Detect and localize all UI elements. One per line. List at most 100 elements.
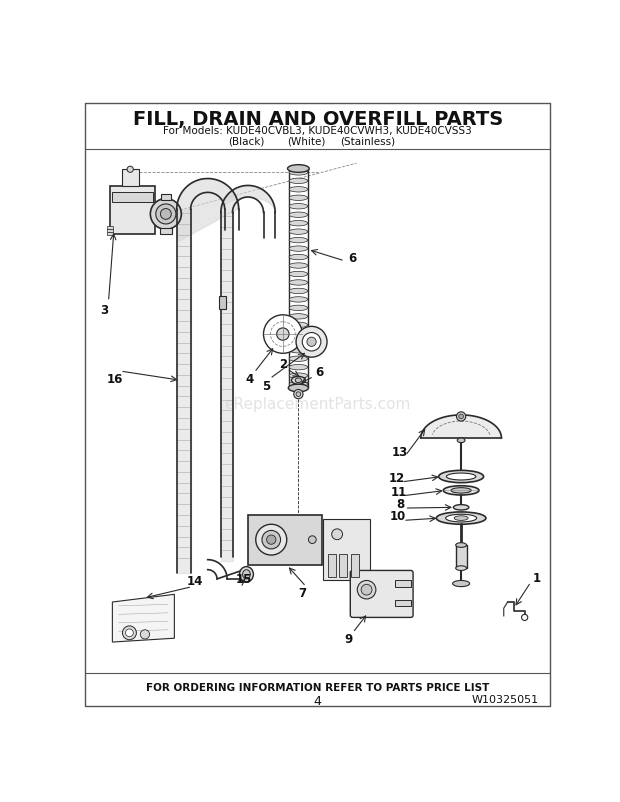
Text: 3: 3: [100, 303, 108, 317]
Circle shape: [125, 630, 133, 637]
Circle shape: [521, 614, 528, 621]
Text: 1: 1: [532, 571, 541, 584]
Ellipse shape: [289, 213, 308, 218]
Text: (Black): (Black): [228, 136, 265, 146]
Circle shape: [459, 415, 464, 419]
Bar: [219, 296, 226, 310]
Ellipse shape: [289, 374, 308, 379]
Text: 12: 12: [389, 472, 405, 484]
Bar: [107, 233, 113, 236]
Ellipse shape: [289, 289, 308, 294]
Bar: [107, 227, 113, 229]
Bar: [107, 230, 113, 233]
Bar: [351, 554, 359, 577]
FancyBboxPatch shape: [350, 571, 413, 618]
Ellipse shape: [451, 488, 471, 493]
Text: 2: 2: [279, 358, 287, 371]
Text: eReplacementParts.com: eReplacementParts.com: [224, 396, 411, 411]
Ellipse shape: [289, 196, 308, 201]
Ellipse shape: [289, 357, 308, 362]
Bar: [110, 187, 155, 235]
Ellipse shape: [289, 365, 308, 371]
Circle shape: [361, 585, 372, 595]
Ellipse shape: [289, 314, 308, 320]
Ellipse shape: [289, 229, 308, 235]
Circle shape: [267, 536, 276, 545]
Ellipse shape: [289, 281, 308, 286]
Circle shape: [294, 390, 303, 399]
Ellipse shape: [456, 543, 467, 548]
Ellipse shape: [446, 473, 476, 480]
Bar: [396, 581, 410, 587]
Circle shape: [332, 529, 342, 540]
Circle shape: [151, 199, 182, 230]
Circle shape: [296, 392, 301, 397]
Text: 14: 14: [187, 574, 203, 587]
Ellipse shape: [289, 255, 308, 261]
Bar: [112, 193, 153, 202]
Circle shape: [262, 531, 280, 549]
Text: 4: 4: [314, 695, 322, 707]
Text: For Models: KUDE40CVBL3, KUDE40CVWH3, KUDE40CVSS3: For Models: KUDE40CVBL3, KUDE40CVWH3, KU…: [164, 125, 472, 136]
Ellipse shape: [295, 379, 301, 383]
Ellipse shape: [443, 486, 479, 496]
Ellipse shape: [289, 306, 308, 311]
Ellipse shape: [289, 264, 308, 269]
Ellipse shape: [303, 333, 321, 351]
Text: W10325051: W10325051: [471, 695, 539, 704]
Bar: [323, 519, 370, 581]
Circle shape: [357, 581, 376, 599]
Circle shape: [161, 209, 171, 220]
Ellipse shape: [289, 221, 308, 227]
Ellipse shape: [289, 339, 308, 345]
Ellipse shape: [446, 515, 477, 522]
Circle shape: [156, 205, 176, 225]
Text: 13: 13: [392, 445, 408, 458]
Circle shape: [127, 167, 133, 173]
Ellipse shape: [270, 322, 295, 347]
Bar: [396, 600, 410, 606]
Bar: [456, 545, 467, 569]
Ellipse shape: [288, 385, 309, 392]
Text: 15: 15: [236, 573, 252, 585]
Ellipse shape: [288, 165, 309, 173]
Ellipse shape: [296, 327, 327, 358]
Ellipse shape: [307, 338, 316, 347]
Ellipse shape: [454, 516, 468, 520]
Circle shape: [309, 536, 316, 544]
Ellipse shape: [453, 581, 470, 587]
Text: FILL, DRAIN AND OVERFILL PARTS: FILL, DRAIN AND OVERFILL PARTS: [133, 110, 503, 129]
Ellipse shape: [456, 566, 467, 571]
Text: 10: 10: [389, 509, 405, 523]
Bar: [161, 195, 171, 200]
Ellipse shape: [289, 179, 308, 184]
Ellipse shape: [239, 567, 254, 582]
Text: 6: 6: [315, 365, 324, 378]
Ellipse shape: [289, 348, 308, 354]
Ellipse shape: [289, 382, 308, 387]
Polygon shape: [112, 594, 174, 642]
Text: 8: 8: [396, 497, 404, 510]
Ellipse shape: [264, 315, 303, 354]
Text: 11: 11: [390, 485, 407, 498]
Ellipse shape: [289, 272, 308, 277]
Text: 4: 4: [246, 373, 254, 386]
Bar: [160, 229, 172, 235]
Ellipse shape: [289, 238, 308, 244]
Bar: [122, 170, 139, 187]
Ellipse shape: [289, 331, 308, 337]
Text: (White): (White): [287, 136, 326, 146]
Ellipse shape: [453, 505, 469, 510]
Ellipse shape: [289, 322, 308, 328]
Circle shape: [123, 626, 136, 640]
Text: 7: 7: [298, 585, 306, 599]
Ellipse shape: [458, 439, 465, 443]
Text: 16: 16: [107, 373, 123, 386]
Text: 9: 9: [345, 633, 353, 646]
Ellipse shape: [289, 298, 308, 302]
Ellipse shape: [439, 471, 484, 483]
Circle shape: [456, 412, 466, 422]
Text: 6: 6: [348, 251, 356, 264]
Bar: [248, 516, 322, 565]
Circle shape: [140, 630, 149, 639]
